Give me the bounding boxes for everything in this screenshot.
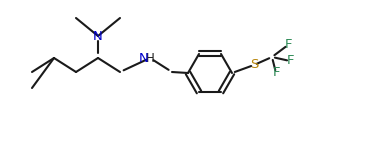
Text: F: F <box>286 54 294 67</box>
Text: N: N <box>93 29 103 42</box>
Text: S: S <box>250 59 258 72</box>
Text: N: N <box>138 52 148 65</box>
Text: F: F <box>284 39 292 52</box>
Text: F: F <box>272 66 280 80</box>
Text: H: H <box>145 52 154 65</box>
